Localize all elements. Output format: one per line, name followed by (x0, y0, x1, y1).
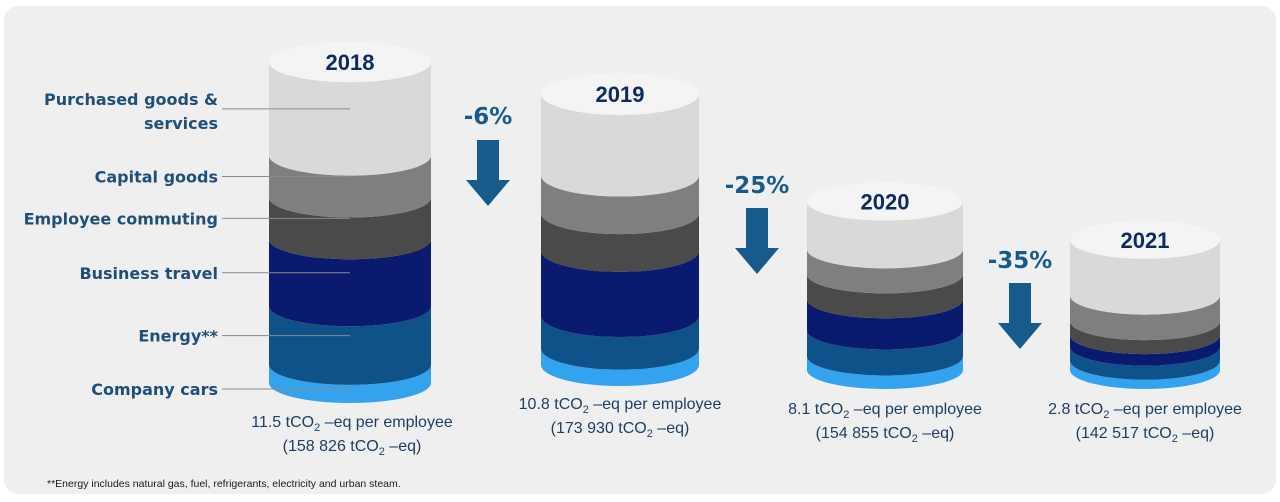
cylinder-2019-segment-2 (541, 175, 699, 235)
caption-per-employee-2020: 8.1 tCO2 –eq per employee (788, 401, 982, 421)
cylinder-2020-segment-3 (807, 274, 963, 319)
cylinder-2019-segment-3 (541, 213, 699, 272)
caption-total-2019: (173 930 tCO2 –eq) (551, 420, 690, 440)
cylinder-2020-segment-6 (807, 356, 963, 389)
cylinder-2021-segment-3 (1070, 321, 1220, 355)
cylinder-2021-segment-4 (1070, 335, 1220, 366)
cylinder-2018-top (269, 42, 431, 83)
change-label-1: -6% (464, 104, 513, 130)
category-label-4: Business travel (79, 264, 218, 283)
caption-per-employee-2019: 10.8 tCO2 –eq per employee (519, 396, 722, 416)
year-label-2021: 2021 (1121, 228, 1170, 253)
cylinder-2018-segment-1 (269, 62, 431, 176)
cylinder-2019-segment-5 (541, 316, 699, 370)
cylinder-2021-segment-5 (1070, 346, 1220, 380)
caption-total-2018: (158 826 tCO2 –eq) (283, 438, 422, 458)
cylinder-2020-segment-4 (807, 299, 963, 350)
cylinder-2018-segment-3 (269, 197, 431, 260)
cylinder-2019-segment-6 (541, 348, 699, 386)
cylinder-2020-segment-2 (807, 249, 963, 294)
category-label-5: Energy** (138, 327, 218, 346)
cylinder-2018-segment-5 (269, 306, 431, 385)
category-label-2: Capital goods (95, 168, 218, 187)
category-label-6: Company cars (91, 380, 218, 399)
year-label-2020: 2020 (861, 190, 910, 215)
down-arrow-2 (735, 208, 779, 274)
cylinder-2021-segment-2 (1070, 295, 1220, 341)
change-label-3: -35% (988, 248, 1053, 274)
cylinder-2020-segment-5 (807, 330, 963, 376)
cylinder-2021-segment-1 (1070, 239, 1220, 315)
year-label-2018: 2018 (326, 50, 375, 75)
caption-total-2021: (142 517 tCO2 –eq) (1076, 425, 1215, 445)
caption-total-2020: (154 855 tCO2 –eq) (816, 425, 955, 445)
cylinder-2021-top (1070, 220, 1220, 259)
cylinder-2019-segment-1 (541, 93, 699, 197)
caption-per-employee-2021: 2.8 tCO2 –eq per employee (1048, 401, 1242, 421)
caption-per-employee-2018: 11.5 tCO2 –eq per employee (251, 414, 453, 434)
down-arrow-3 (998, 283, 1042, 349)
cylinder-2021-segment-6 (1070, 360, 1220, 389)
cylinder-2020-segment-1 (807, 201, 963, 269)
cylinder-2019-segment-4 (541, 250, 699, 338)
category-label-1-line-2: services (144, 114, 218, 133)
change-label-2: -25% (725, 173, 790, 199)
cylinder-2019-top (541, 72, 699, 115)
category-label-1-line-1: Purchased goods & (44, 90, 218, 109)
category-label-3: Employee commuting (24, 209, 218, 228)
year-label-2019: 2019 (596, 82, 645, 107)
footnote: **Energy includes natural gas, fuel, ref… (47, 478, 401, 490)
cylinder-2018-segment-2 (269, 155, 431, 218)
down-arrow-1 (466, 140, 510, 206)
cylinder-2018-segment-4 (269, 239, 431, 327)
cylinder-2020-top (807, 182, 963, 221)
cylinder-2018-segment-6 (269, 364, 431, 403)
